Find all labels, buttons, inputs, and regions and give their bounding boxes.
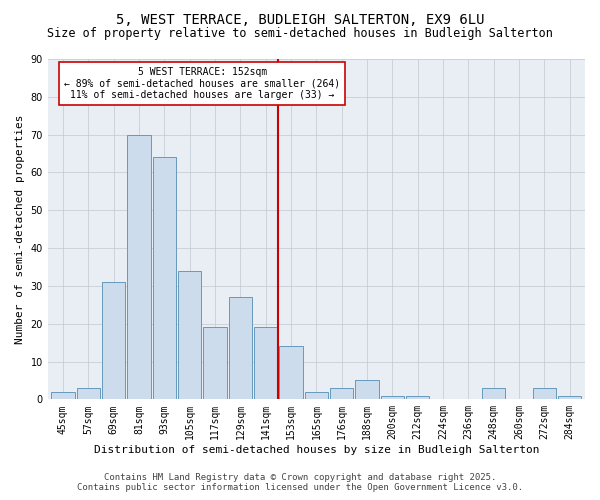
Bar xyxy=(152,158,176,400)
Bar xyxy=(482,388,505,400)
Bar xyxy=(254,328,277,400)
Bar xyxy=(280,346,303,400)
Bar xyxy=(203,328,227,400)
Bar xyxy=(533,388,556,400)
Text: 5, WEST TERRACE, BUDLEIGH SALTERTON, EX9 6LU: 5, WEST TERRACE, BUDLEIGH SALTERTON, EX9… xyxy=(116,12,484,26)
Bar xyxy=(229,297,252,400)
Bar xyxy=(355,380,379,400)
Bar xyxy=(52,392,74,400)
Text: Size of property relative to semi-detached houses in Budleigh Salterton: Size of property relative to semi-detach… xyxy=(47,28,553,40)
Bar xyxy=(381,396,404,400)
Bar xyxy=(127,134,151,400)
Bar xyxy=(406,396,430,400)
Bar xyxy=(102,282,125,400)
Bar xyxy=(330,388,353,400)
Bar xyxy=(558,396,581,400)
Bar xyxy=(305,392,328,400)
Bar xyxy=(178,271,202,400)
Y-axis label: Number of semi-detached properties: Number of semi-detached properties xyxy=(15,114,25,344)
Text: 5 WEST TERRACE: 152sqm
← 89% of semi-detached houses are smaller (264)
11% of se: 5 WEST TERRACE: 152sqm ← 89% of semi-det… xyxy=(64,66,340,100)
X-axis label: Distribution of semi-detached houses by size in Budleigh Salterton: Distribution of semi-detached houses by … xyxy=(94,445,539,455)
Bar xyxy=(77,388,100,400)
Text: Contains HM Land Registry data © Crown copyright and database right 2025.
Contai: Contains HM Land Registry data © Crown c… xyxy=(77,473,523,492)
